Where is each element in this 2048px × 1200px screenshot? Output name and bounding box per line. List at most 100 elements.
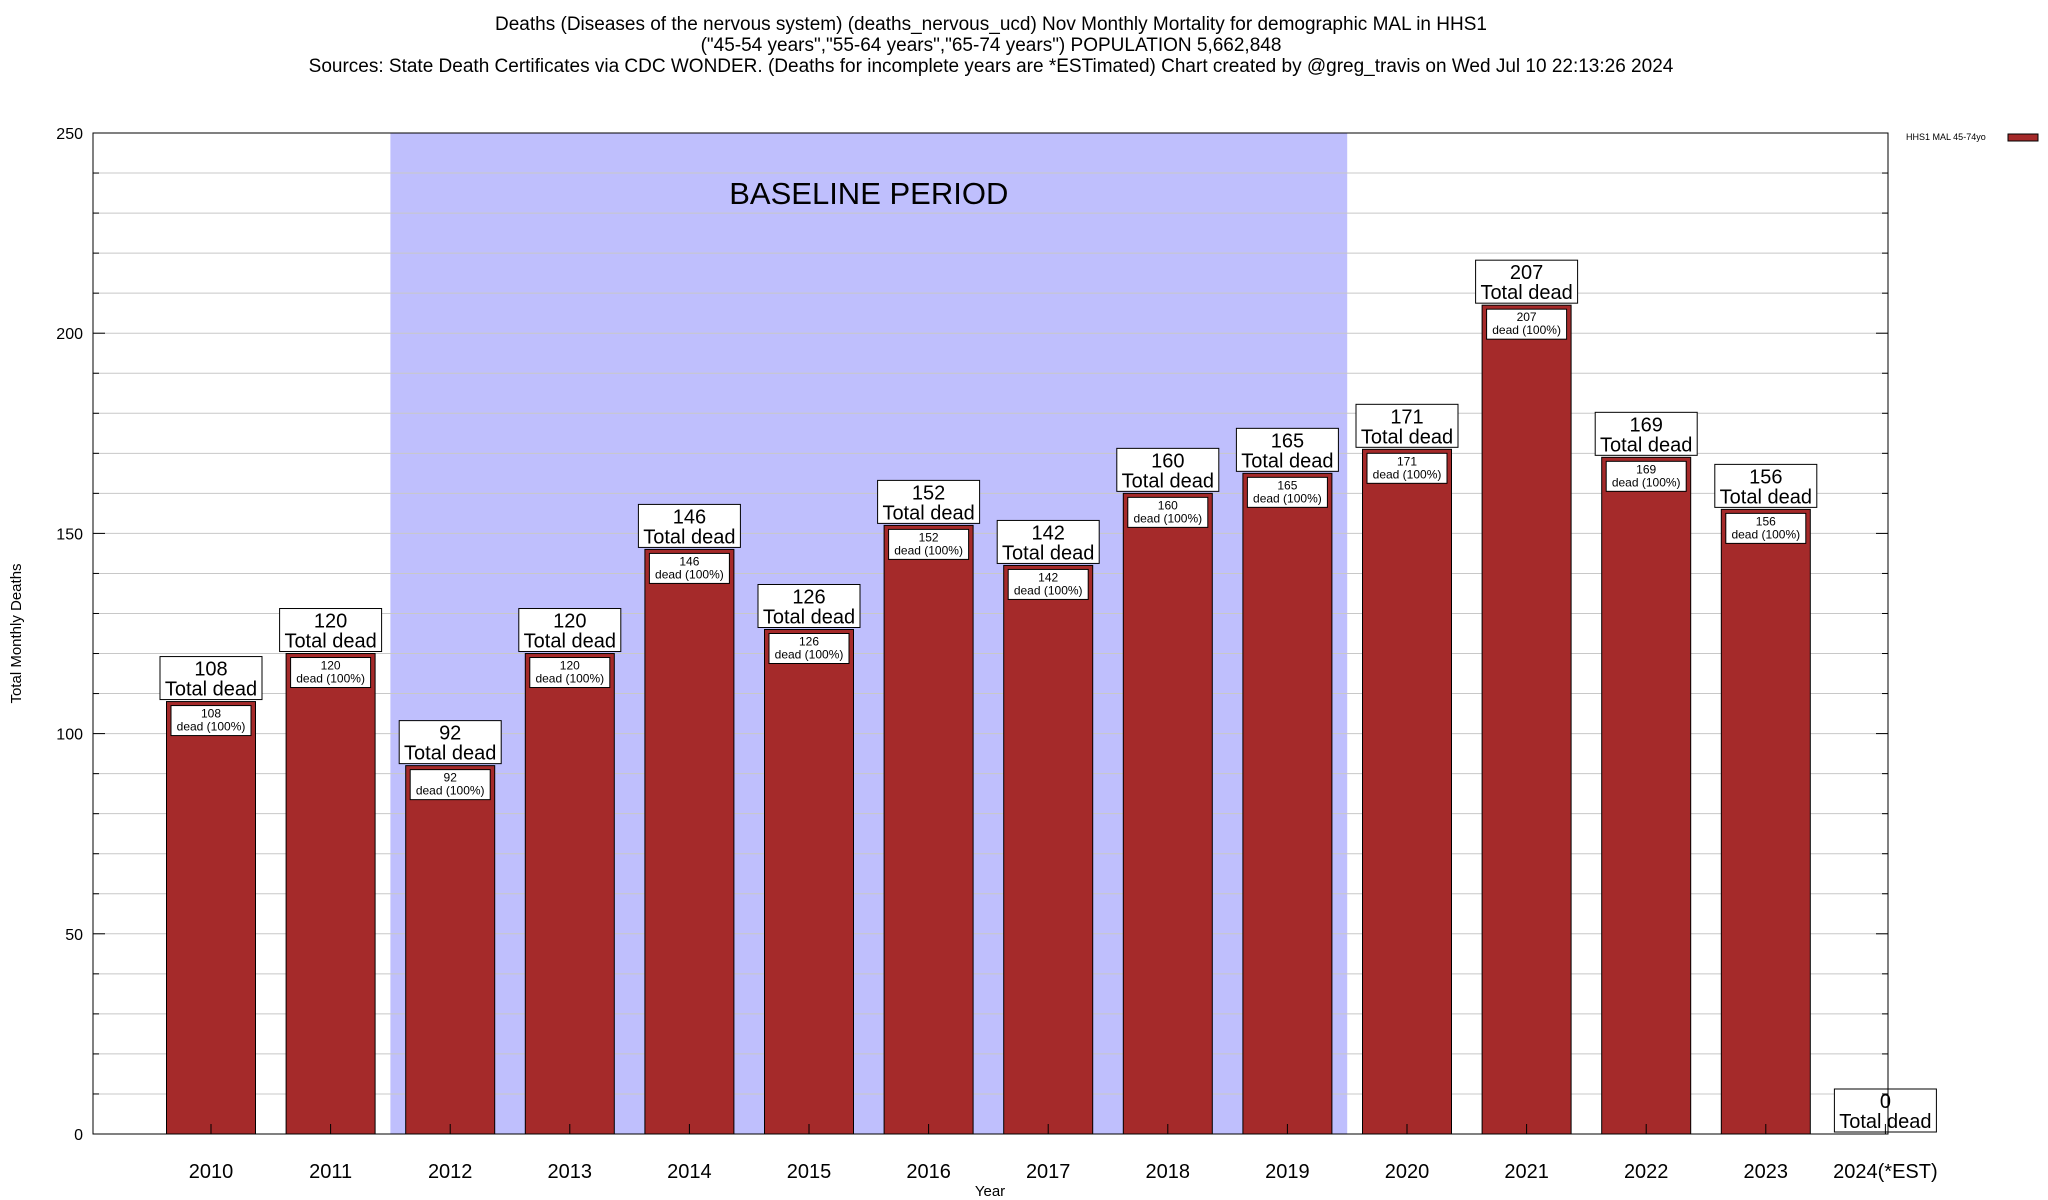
bar-total-label: Total dead xyxy=(524,631,616,653)
bar-group-2020: 171dead (100%)171Total dead xyxy=(1356,404,1458,1134)
y-tick-label: 0 xyxy=(74,1127,83,1144)
legend-swatch xyxy=(2008,134,2038,141)
bar-inner-value: 126 xyxy=(799,634,819,648)
bar-inner-value: 142 xyxy=(1038,570,1058,584)
x-tick-label: 2013 xyxy=(548,1161,593,1183)
bar-group-2013: 120dead (100%)120Total dead xyxy=(519,609,621,1134)
y-axis-label: Total Monthly Deaths xyxy=(8,563,25,703)
bar-group-2015: 126dead (100%)126Total dead xyxy=(758,584,860,1134)
bar xyxy=(1602,457,1691,1134)
bar-inner-percent: dead (100%) xyxy=(1253,491,1322,505)
bar xyxy=(645,549,734,1134)
bar xyxy=(525,654,614,1134)
bar xyxy=(1721,509,1810,1134)
bar-total-label: Total dead xyxy=(165,679,257,701)
bar-inner-percent: dead (100%) xyxy=(894,543,963,557)
bar xyxy=(765,629,854,1134)
bar-inner-value: 156 xyxy=(1756,514,1776,528)
x-tick-label: 2020 xyxy=(1385,1161,1430,1183)
baseline-period-label: BASELINE PERIOD xyxy=(729,176,1008,211)
chart-title: Deaths (Diseases of the nervous system) … xyxy=(309,14,1674,77)
x-tick-label: 2010 xyxy=(189,1161,234,1183)
bar-inner-value: 92 xyxy=(444,771,458,785)
bar-inner-percent: dead (100%) xyxy=(535,672,604,686)
y-tick-label: 50 xyxy=(65,927,83,944)
title-line-2: ("45-54 years","55-64 years","65-74 year… xyxy=(701,35,1282,56)
bar-total-value: 156 xyxy=(1749,466,1782,488)
x-tick-label: 2023 xyxy=(1744,1161,1789,1183)
bar-inner-percent: dead (100%) xyxy=(655,567,724,581)
bar xyxy=(1123,493,1212,1134)
x-tick-label: 2024(*EST) xyxy=(1833,1161,1938,1183)
bar-inner-percent: dead (100%) xyxy=(416,784,485,798)
bar xyxy=(1004,565,1093,1134)
bar-inner-value: 171 xyxy=(1397,454,1417,468)
bar-group-2018: 160dead (100%)160Total dead xyxy=(1117,448,1219,1134)
x-tick-label: 2017 xyxy=(1026,1161,1071,1183)
bar-total-label: Total dead xyxy=(1002,542,1094,564)
bar-group-2010: 108dead (100%)108Total dead xyxy=(160,657,262,1134)
bar-inner-percent: dead (100%) xyxy=(1014,583,1083,597)
bar-total-label: Total dead xyxy=(763,606,855,628)
x-tick-label: 2014 xyxy=(667,1161,712,1183)
bar-inner-percent: dead (100%) xyxy=(1373,467,1442,481)
bar-group-2022: 169dead (100%)169Total dead xyxy=(1595,412,1697,1134)
bar-inner-value: 120 xyxy=(321,659,341,673)
bar-inner-value: 152 xyxy=(919,530,939,544)
bar-group-2019: 165dead (100%)165Total dead xyxy=(1236,428,1338,1134)
y-tick-label: 250 xyxy=(56,126,83,143)
bar-total-value: 171 xyxy=(1390,406,1423,428)
bar-total-value: 108 xyxy=(194,659,227,681)
bar-total-value: 92 xyxy=(439,723,461,745)
bar-inner-percent: dead (100%) xyxy=(775,647,844,661)
bar-inner-percent: dead (100%) xyxy=(296,672,365,686)
bar-group-2014: 146dead (100%)146Total dead xyxy=(638,504,740,1134)
bar-total-value: 126 xyxy=(792,586,825,608)
x-tick-label: 2019 xyxy=(1265,1161,1310,1183)
bar-total-label: Total dead xyxy=(1480,282,1572,304)
title-line-1: Deaths (Diseases of the nervous system) … xyxy=(495,14,1487,35)
bar-group-2016: 152dead (100%)152Total dead xyxy=(878,480,980,1134)
bar-total-label: Total dead xyxy=(284,631,376,653)
bar-inner-value: 165 xyxy=(1277,478,1297,492)
bar-total-value: 152 xyxy=(912,482,945,504)
bar-inner-percent: dead (100%) xyxy=(1492,323,1561,337)
bar-total-label: Total dead xyxy=(1241,450,1333,472)
bar-total-value: 142 xyxy=(1032,522,1065,544)
bar-total-label: Total dead xyxy=(1600,434,1692,456)
legend-label: HHS1 MAL 45-74yo xyxy=(1906,132,1986,142)
bar xyxy=(1243,473,1332,1134)
bar xyxy=(1482,305,1571,1134)
bar-inner-percent: dead (100%) xyxy=(1731,527,1800,541)
bar-group-2023: 156dead (100%)156Total dead xyxy=(1715,464,1817,1134)
x-tick-label: 2011 xyxy=(309,1161,352,1183)
bar-inner-percent: dead (100%) xyxy=(177,720,246,734)
bar-total-label: Total dead xyxy=(1122,470,1214,492)
x-tick-label: 2021 xyxy=(1504,1161,1549,1183)
y-tick-label: 100 xyxy=(56,727,83,744)
bar-group-2017: 142dead (100%)142Total dead xyxy=(997,520,1099,1134)
bar-total-value: 165 xyxy=(1271,430,1304,452)
bar-total-value: 169 xyxy=(1630,414,1663,436)
bar xyxy=(286,654,375,1134)
bar-group-2021: 207dead (100%)207Total dead xyxy=(1476,260,1578,1134)
legend: HHS1 MAL 45-74yo xyxy=(1906,132,2038,142)
bar-group-2011: 120dead (100%)120Total dead xyxy=(280,609,382,1134)
bar-inner-value: 108 xyxy=(201,707,221,721)
bar-total-value: 160 xyxy=(1151,450,1184,472)
bar-inner-value: 169 xyxy=(1636,462,1656,476)
bar-total-value: 207 xyxy=(1510,262,1543,284)
bar xyxy=(406,766,495,1134)
bar-inner-value: 160 xyxy=(1158,498,1178,512)
bar-inner-value: 120 xyxy=(560,659,580,673)
bar-total-label: Total dead xyxy=(1720,486,1812,508)
bar xyxy=(884,525,973,1134)
title-line-3: Sources: State Death Certificates via CD… xyxy=(309,56,1674,77)
bar-total-value: 120 xyxy=(553,611,586,633)
bar-group-2012: 92dead (100%)92Total dead xyxy=(399,721,501,1134)
y-tick-label: 200 xyxy=(56,326,83,343)
bar xyxy=(1363,449,1452,1134)
bar-total-label: Total dead xyxy=(404,743,496,765)
bar-inner-value: 207 xyxy=(1517,310,1537,324)
